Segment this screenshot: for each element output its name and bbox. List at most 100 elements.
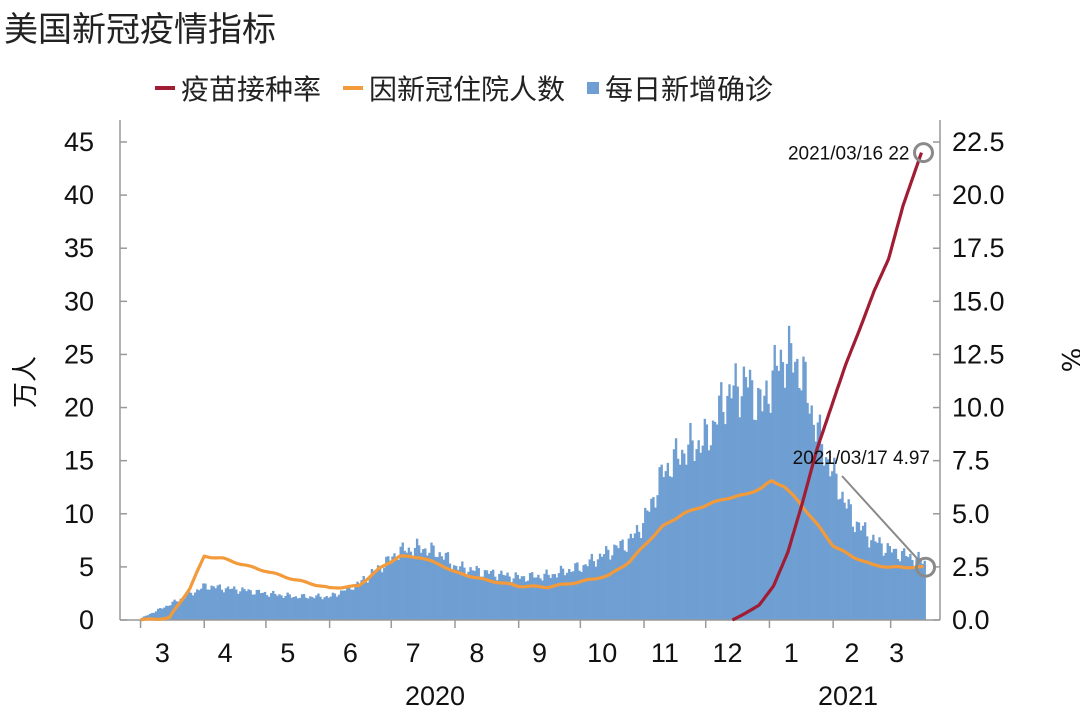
bar-daily-cases — [307, 598, 310, 620]
bar-daily-cases — [757, 387, 760, 620]
bar-daily-cases — [518, 578, 522, 620]
bar-daily-cases — [259, 593, 263, 620]
bar-daily-cases — [543, 573, 546, 620]
bar-daily-cases — [381, 572, 384, 620]
bar-daily-cases — [261, 592, 265, 620]
bar-daily-cases — [829, 476, 832, 620]
annotation-leader-hospitalized — [841, 475, 921, 562]
bar-daily-cases — [759, 389, 762, 620]
bar-daily-cases — [459, 566, 462, 620]
bar-daily-cases — [748, 369, 752, 620]
bar-daily-cases — [191, 595, 195, 620]
bar-daily-cases — [752, 419, 756, 620]
bar-daily-cases — [728, 384, 731, 620]
bar-daily-cases — [654, 507, 657, 620]
bar-daily-cases — [555, 577, 559, 620]
x-tick-label: 9 — [532, 638, 547, 668]
bar-daily-cases — [783, 387, 787, 620]
y-tick-label-left: 25 — [64, 339, 94, 369]
bar-daily-cases — [407, 547, 411, 620]
bar-daily-cases — [923, 560, 926, 620]
bar-daily-cases — [274, 593, 277, 620]
bar-daily-cases — [565, 572, 569, 620]
bar-daily-cases — [481, 576, 485, 620]
annotations: 2021/03/16 22 2021/03/17 4.97 — [788, 142, 937, 578]
bar-daily-cases — [504, 575, 507, 620]
bar-daily-cases — [169, 605, 172, 620]
bar-daily-cases — [510, 582, 513, 620]
x-year-label-2021: 2021 — [818, 681, 878, 711]
bar-daily-cases — [639, 538, 643, 620]
bar-daily-cases — [280, 595, 283, 620]
bar-daily-cases — [670, 477, 674, 620]
bar-daily-cases — [765, 380, 768, 620]
bar-daily-cases — [161, 608, 164, 620]
bar-daily-cases — [415, 538, 419, 620]
bar-daily-cases — [156, 608, 160, 620]
bar-daily-cases — [329, 596, 332, 620]
bar-daily-cases — [703, 418, 707, 620]
bar-daily-cases — [444, 552, 448, 620]
bar-daily-cases — [243, 589, 246, 620]
bar-daily-cases — [370, 568, 374, 620]
bar-daily-cases — [315, 595, 318, 620]
bar-daily-cases — [333, 593, 337, 620]
bar-daily-cases — [845, 508, 848, 620]
bar-daily-cases — [689, 422, 692, 620]
bar-daily-cases — [469, 567, 472, 620]
bar-daily-cases — [202, 583, 205, 620]
bar-daily-cases — [327, 597, 330, 620]
bar-daily-cases — [802, 356, 805, 620]
bar-daily-cases — [837, 499, 840, 620]
bar-daily-cases — [413, 547, 417, 620]
bar-daily-cases — [152, 612, 156, 620]
bar-daily-cases — [290, 597, 293, 620]
bar-daily-cases — [594, 566, 598, 620]
bar-daily-cases — [650, 498, 653, 620]
bar-daily-cases — [167, 605, 170, 620]
bar-daily-cases — [358, 583, 361, 620]
bar-daily-cases — [337, 594, 341, 620]
bar-daily-cases — [463, 567, 466, 620]
y-tick-label-left: 45 — [64, 127, 94, 157]
bar-daily-cases — [711, 420, 715, 620]
bar-daily-cases — [676, 458, 680, 620]
bar-daily-cases — [214, 588, 217, 620]
bar-daily-cases — [898, 561, 902, 620]
bar-daily-cases — [253, 594, 256, 620]
bar-daily-cases — [148, 613, 152, 620]
bar-daily-cases — [744, 377, 748, 620]
bar-daily-cases — [586, 566, 589, 620]
bar-daily-cases — [235, 589, 238, 620]
bar-daily-cases — [551, 574, 554, 620]
chart-title: 美国新冠疫情指标 — [4, 10, 276, 50]
bar-daily-cases — [886, 543, 889, 620]
bar-daily-cases — [364, 579, 367, 620]
bar-daily-cases — [284, 595, 287, 620]
bar-daily-cases — [787, 325, 791, 620]
bar-daily-cases — [159, 608, 162, 620]
bar-daily-cases — [746, 387, 750, 620]
bar-daily-cases — [693, 460, 696, 620]
y-tick-label-left: 40 — [64, 180, 94, 210]
bar-daily-cases — [619, 540, 622, 620]
bar-daily-cases — [644, 507, 647, 620]
bar-daily-cases — [868, 547, 871, 620]
annotation-marker-hospitalized — [915, 556, 937, 578]
bar-daily-cases — [549, 577, 552, 620]
bar-daily-cases — [528, 573, 532, 620]
bar-daily-cases — [309, 596, 312, 620]
bar-daily-cases — [740, 396, 744, 620]
bar-daily-cases — [574, 563, 577, 620]
bar-daily-cases — [683, 453, 686, 620]
bar-daily-cases — [383, 567, 386, 620]
bar-daily-cases — [722, 412, 725, 620]
bar-daily-cases — [341, 590, 345, 620]
bar-daily-cases — [508, 576, 511, 620]
bar-daily-cases — [853, 532, 857, 620]
bar-daily-cases — [321, 599, 324, 620]
bar-daily-cases — [520, 576, 524, 620]
bar-daily-cases — [537, 574, 540, 620]
bar-daily-cases — [660, 464, 663, 620]
x-tick-label: 6 — [343, 638, 358, 668]
